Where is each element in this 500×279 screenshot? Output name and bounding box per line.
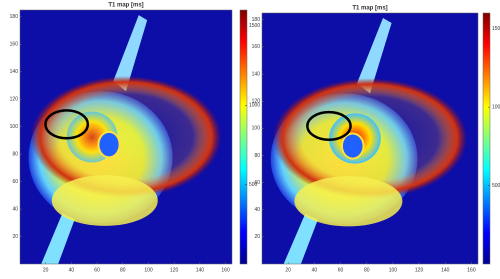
- y-tick-label: 80: [254, 153, 260, 159]
- vessel: [340, 132, 365, 160]
- y-tick-label: 100: [252, 126, 261, 132]
- axes-frame: [261, 12, 479, 265]
- lower-body: [51, 175, 158, 226]
- y-tick-label: 20: [12, 234, 18, 240]
- y-tick-label: 120: [10, 97, 19, 103]
- streak: [357, 18, 392, 94]
- y-tick-label: 60: [12, 179, 18, 185]
- y-tick-label: 40: [254, 207, 260, 213]
- x-tick-label: 160: [467, 267, 476, 273]
- colorbar: [482, 12, 491, 265]
- x-tick-label: 160: [221, 267, 230, 273]
- marker: [44, 109, 90, 140]
- x-tick-label: 80: [120, 267, 126, 273]
- title: T1 map [ms]: [108, 3, 143, 9]
- x-tick-label: 140: [441, 267, 450, 273]
- x-tick-label: 40: [69, 267, 75, 273]
- rim: [30, 76, 222, 198]
- x-tick-label: 60: [338, 267, 344, 273]
- y-tick-label: 120: [252, 99, 261, 105]
- y-tick-label: 160: [252, 44, 261, 50]
- streak: [113, 15, 148, 92]
- x-tick-label: 80: [364, 267, 370, 273]
- streak: [283, 213, 319, 264]
- colorbar-tick-label: 1500: [249, 23, 260, 29]
- x-tick-label: 120: [415, 267, 424, 273]
- title: T1 map [ms]: [352, 6, 387, 12]
- y-tick-label: 140: [10, 69, 19, 75]
- colorbar: [239, 9, 248, 265]
- x-tick-label: 140: [196, 267, 205, 273]
- x-tick-label: 100: [144, 267, 153, 273]
- y-tick-label: 140: [252, 71, 261, 77]
- lower-body: [294, 176, 403, 227]
- y-tick-label: 160: [10, 42, 19, 48]
- colorbar-tick-label: 500: [492, 183, 500, 189]
- y-tick-label: 20: [254, 234, 260, 240]
- x-tick-label: 40: [312, 267, 318, 273]
- vessel: [97, 130, 121, 159]
- y-tick-label: 100: [10, 124, 19, 130]
- y-tick-label: 80: [12, 151, 18, 157]
- image: [28, 15, 222, 264]
- x-tick-label: 100: [389, 267, 398, 273]
- x-tick-label: 60: [94, 267, 100, 273]
- colorbar-tick-label: 1000: [249, 103, 260, 109]
- streak: [41, 213, 76, 264]
- marker: [306, 110, 352, 142]
- axes-frame: [19, 9, 233, 265]
- colorbar-tick-label: 1500: [492, 26, 500, 32]
- x-tick-label: 20: [285, 267, 291, 273]
- colorbar-tick-label: 500: [249, 182, 258, 188]
- y-tick-label: 40: [12, 206, 18, 212]
- y-tick-label: 180: [252, 17, 261, 23]
- colorbar-tick-label: 1000: [492, 104, 500, 110]
- y-tick-label: 60: [254, 180, 260, 186]
- x-tick-label: 20: [43, 267, 49, 273]
- x-tick-label: 120: [170, 267, 179, 273]
- y-tick-label: 180: [10, 14, 19, 20]
